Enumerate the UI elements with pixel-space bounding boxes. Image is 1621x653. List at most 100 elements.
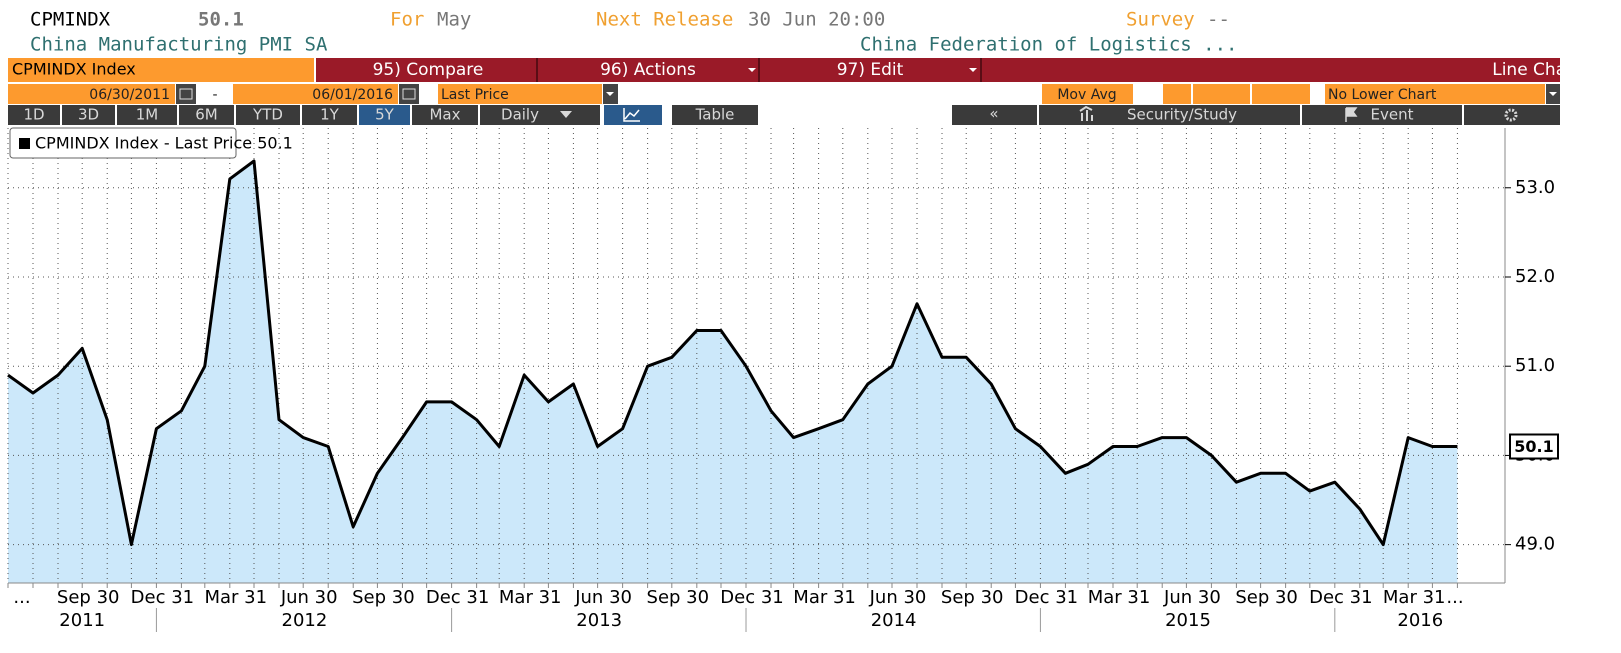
dropdown-arrow bbox=[748, 68, 756, 72]
release-label: Next Release bbox=[596, 9, 733, 31]
field-box[interactable] bbox=[438, 84, 602, 104]
last-price: 50.1 bbox=[198, 9, 244, 31]
end-date-box[interactable] bbox=[233, 84, 398, 104]
x-tick-label: ... bbox=[1446, 587, 1463, 608]
edit-button[interactable]: 97) Edit bbox=[837, 60, 904, 80]
x-tick-label: Jun 30 bbox=[1163, 587, 1221, 608]
last-value-label: 50.1 bbox=[1514, 437, 1553, 456]
dash-box bbox=[198, 84, 233, 104]
compare-button[interactable]: 95) Compare bbox=[373, 60, 484, 80]
dropdown-arrow bbox=[1549, 92, 1557, 96]
menu-bar bbox=[316, 58, 1560, 82]
legend-swatch bbox=[19, 138, 30, 149]
end-date: 06/01/2016 bbox=[312, 87, 393, 103]
year-label: 2016 bbox=[1397, 610, 1443, 631]
year-label: 2012 bbox=[282, 610, 328, 631]
x-tick-label: Dec 31 bbox=[1015, 587, 1078, 608]
mov-avg-box[interactable] bbox=[1042, 84, 1133, 104]
year-label: 2013 bbox=[576, 610, 622, 631]
range-label: 1M bbox=[136, 106, 159, 124]
flag-icon bbox=[1345, 107, 1358, 122]
x-tick-label: Sep 30 bbox=[352, 587, 415, 608]
input-box[interactable] bbox=[1193, 84, 1250, 104]
chart: CPMINDX Index - Last Price 50.149.050.05… bbox=[7, 127, 1559, 632]
x-tick-label: Sep 30 bbox=[1235, 587, 1298, 608]
calendar-icon[interactable] bbox=[399, 84, 419, 104]
x-tick-label: Mar 31 bbox=[499, 587, 562, 608]
range-button[interactable] bbox=[359, 105, 410, 125]
security-name: China Manufacturing PMI SA bbox=[30, 34, 328, 56]
range-label: YTD bbox=[252, 106, 283, 124]
frequency-button[interactable] bbox=[480, 105, 600, 125]
y-tick-label: 49.0 bbox=[1515, 534, 1555, 555]
start-date-box[interactable] bbox=[8, 84, 175, 104]
year-label: 2014 bbox=[871, 610, 917, 631]
year-label: 2015 bbox=[1165, 610, 1211, 631]
range-button[interactable] bbox=[179, 105, 234, 125]
x-tick-label: Sep 30 bbox=[647, 587, 710, 608]
source: China Federation of Logistics ... bbox=[860, 34, 1238, 56]
y-tick-label: 51.0 bbox=[1515, 355, 1555, 376]
survey-value: -- bbox=[1207, 9, 1230, 31]
range-label: 5Y bbox=[375, 106, 395, 124]
security-field: CPMINDX Index bbox=[12, 60, 136, 79]
back-button[interactable] bbox=[952, 105, 1037, 125]
x-tick-label: ... bbox=[13, 587, 30, 608]
range-buttons: 1D 3D 1M 6M YTD 1Y 5Y Max bbox=[8, 105, 478, 125]
x-tick-label: Jun 30 bbox=[280, 587, 338, 608]
x-tick-label: Sep 30 bbox=[941, 587, 1004, 608]
event: Event bbox=[1371, 106, 1414, 124]
range-button[interactable] bbox=[117, 105, 177, 125]
table-button[interactable] bbox=[672, 105, 758, 125]
chart-icon bbox=[623, 108, 640, 122]
back: « bbox=[989, 105, 998, 123]
range-button[interactable] bbox=[302, 105, 357, 125]
for-value: May bbox=[437, 9, 471, 31]
study-button[interactable] bbox=[1039, 105, 1300, 125]
ticker: CPMINDX bbox=[30, 9, 111, 31]
frequency: Daily bbox=[501, 106, 539, 124]
event-button[interactable] bbox=[1302, 105, 1462, 125]
range-label: Max bbox=[429, 106, 460, 124]
range-button[interactable] bbox=[8, 105, 60, 125]
range-label: 3D bbox=[78, 106, 99, 124]
lower-chart-box[interactable] bbox=[1325, 84, 1545, 104]
date-dash: - bbox=[212, 87, 217, 103]
start-date: 06/30/2011 bbox=[89, 87, 170, 103]
x-tick-label: Mar 31 bbox=[793, 587, 856, 608]
table: Table bbox=[695, 106, 735, 124]
range-button[interactable] bbox=[62, 105, 115, 125]
study-icon bbox=[1079, 105, 1093, 121]
range-button[interactable] bbox=[236, 105, 300, 125]
x-tick-label: Mar 31 bbox=[1383, 587, 1446, 608]
range-label: 1D bbox=[23, 106, 44, 124]
calendar-icon[interactable] bbox=[176, 84, 196, 104]
for-label: For bbox=[390, 9, 424, 31]
field: Last Price bbox=[441, 87, 509, 103]
input-box[interactable] bbox=[1252, 84, 1310, 104]
last-value-tag bbox=[1509, 433, 1559, 460]
x-tick-label: Mar 31 bbox=[205, 587, 268, 608]
security-box[interactable] bbox=[8, 58, 314, 82]
year-label: 2011 bbox=[59, 610, 105, 631]
range-button[interactable] bbox=[412, 105, 478, 125]
lower-chart: No Lower Chart bbox=[1328, 87, 1437, 103]
input-box[interactable] bbox=[1163, 84, 1191, 104]
chart-type[interactable]: Line Chart bbox=[1492, 60, 1580, 80]
release-value: 30 Jun 20:00 bbox=[748, 9, 885, 31]
line bbox=[7, 159, 1458, 547]
x-tick-label: Mar 31 bbox=[1088, 587, 1151, 608]
x-tick-label: Dec 31 bbox=[1309, 587, 1372, 608]
study: Security/Study bbox=[1127, 106, 1237, 124]
actions-button[interactable]: 96) Actions bbox=[600, 60, 696, 80]
y-tick-label: 53.0 bbox=[1515, 177, 1555, 198]
dropdown-arrow bbox=[969, 68, 977, 72]
dropdown-arrow bbox=[606, 92, 614, 96]
x-tick-label: Dec 31 bbox=[720, 587, 783, 608]
settings-button[interactable] bbox=[1464, 105, 1560, 125]
y-tick-label: 52.0 bbox=[1515, 266, 1555, 287]
calendar-glyph bbox=[179, 88, 193, 100]
x-tick-label: Jun 30 bbox=[574, 587, 632, 608]
mov-avg: Mov Avg bbox=[1057, 87, 1116, 103]
